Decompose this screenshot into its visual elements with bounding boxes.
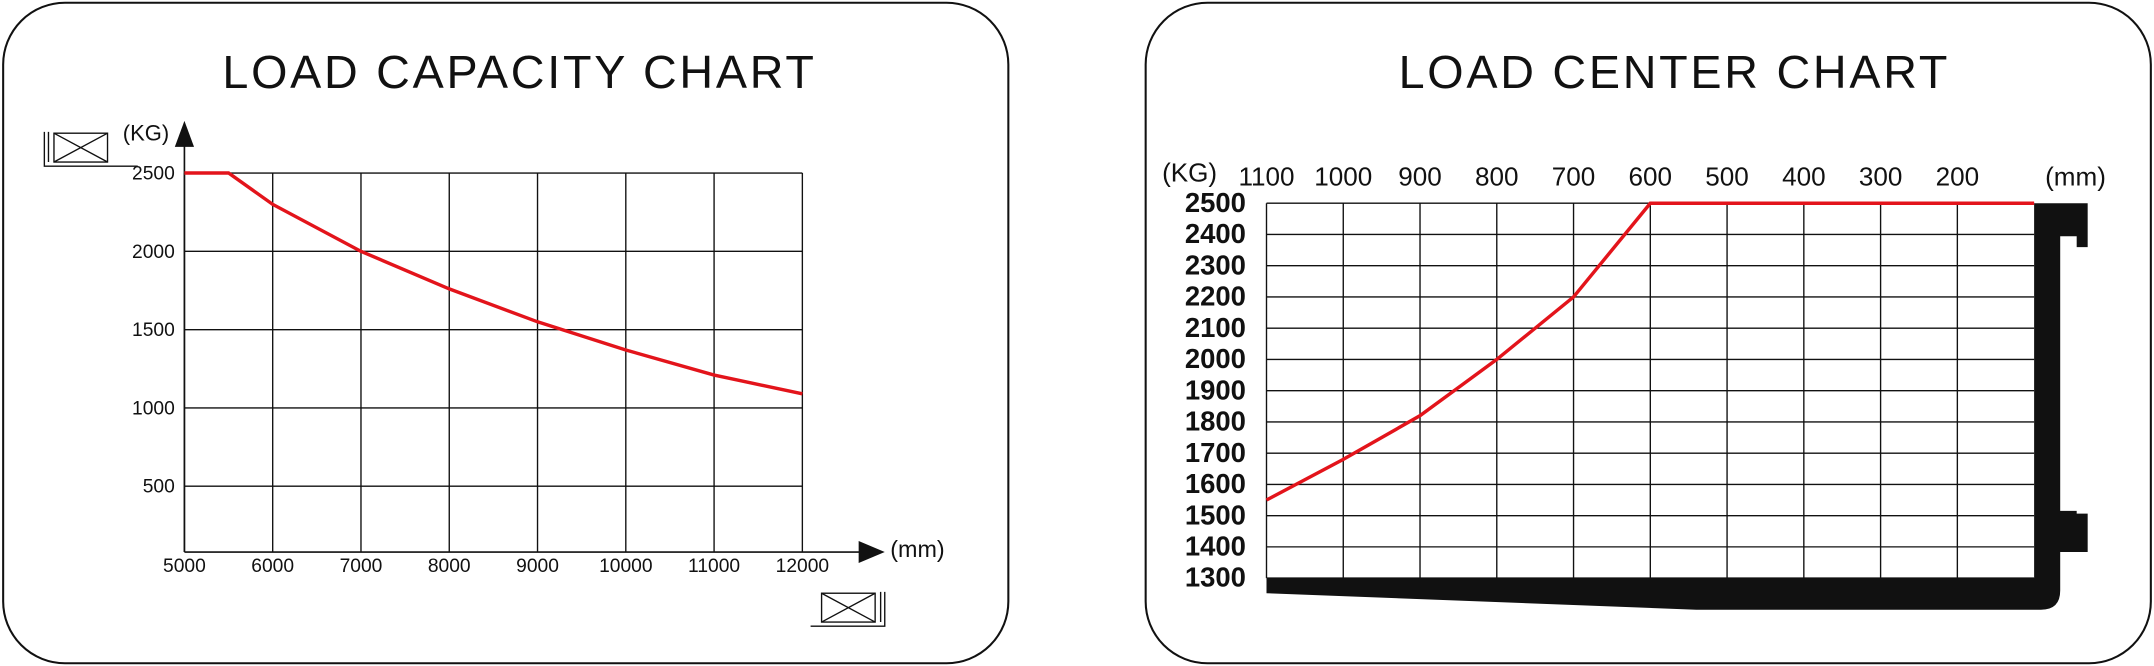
chart-title: LOAD CENTER CHART (1399, 46, 1951, 98)
x-axis-label: (mm) (2045, 161, 2106, 191)
y-tick-label: 1700 (1185, 437, 1246, 468)
panel (1144, 1, 2152, 665)
x-tick-label: 10000 (599, 556, 652, 577)
y-tick-label: 1400 (1185, 530, 1246, 561)
y-tick-label: 2200 (1185, 281, 1246, 312)
line (184, 171, 803, 396)
x-tick-label: 5000 (163, 556, 206, 577)
chart-title: LOAD CAPACITY CHART (222, 46, 816, 98)
x-tick-label: 600 (1629, 161, 1673, 191)
y-tick-label: 1000 (132, 398, 175, 419)
x-tick-label: 700 (1552, 161, 1596, 191)
x-tick-label: 900 (1398, 161, 1442, 191)
y-tick-label: 2000 (132, 242, 175, 263)
panel (2, 1, 1010, 665)
y-axis-label: (KG) (1162, 157, 1217, 187)
x-tick-label: 500 (1705, 161, 1749, 191)
y-tick-label: 500 (143, 477, 175, 498)
y-tick-label: 1500 (1185, 499, 1246, 530)
x-tick-label: 200 (1936, 161, 1980, 191)
y-tick-label: 2500 (132, 163, 175, 184)
y-tick-label: 1600 (1185, 468, 1246, 499)
fork-icon (43, 131, 138, 167)
x-tick-label: 8000 (428, 556, 471, 577)
fork-icon (810, 591, 886, 627)
x-tick-label: 11000 (688, 556, 740, 577)
y-tick-label: 2100 (1185, 312, 1246, 343)
x-axis-label: (mm) (890, 536, 944, 562)
x-tick-label: 6000 (251, 556, 294, 577)
y-tick-label: 1900 (1185, 374, 1246, 405)
x-tick-label: 1100 (1238, 161, 1294, 191)
y-tick-label: 2300 (1185, 249, 1246, 280)
axis-arrow (174, 120, 195, 147)
line (1265, 201, 2035, 502)
y-tick-label: 1800 (1185, 406, 1246, 437)
y-tick-label: 2400 (1185, 218, 1246, 249)
x-tick-label: 1000 (1314, 161, 1372, 191)
y-tick-label: 1500 (132, 320, 175, 341)
x-tick-label: 300 (1859, 161, 1903, 191)
x-tick-label: 9000 (516, 556, 559, 577)
x-tick-label: 12000 (776, 556, 829, 577)
y-axis-label: (KG) (123, 120, 169, 145)
y-tick-label: 1300 (1185, 562, 1246, 593)
y-tick-label: 2000 (1185, 343, 1246, 374)
x-tick-label: 400 (1782, 161, 1826, 191)
fork (1266, 203, 2088, 610)
y-tick-label: 2500 (1185, 187, 1246, 218)
axis-arrow (858, 541, 885, 564)
x-tick-label: 800 (1475, 161, 1519, 191)
x-tick-label: 7000 (340, 556, 383, 577)
